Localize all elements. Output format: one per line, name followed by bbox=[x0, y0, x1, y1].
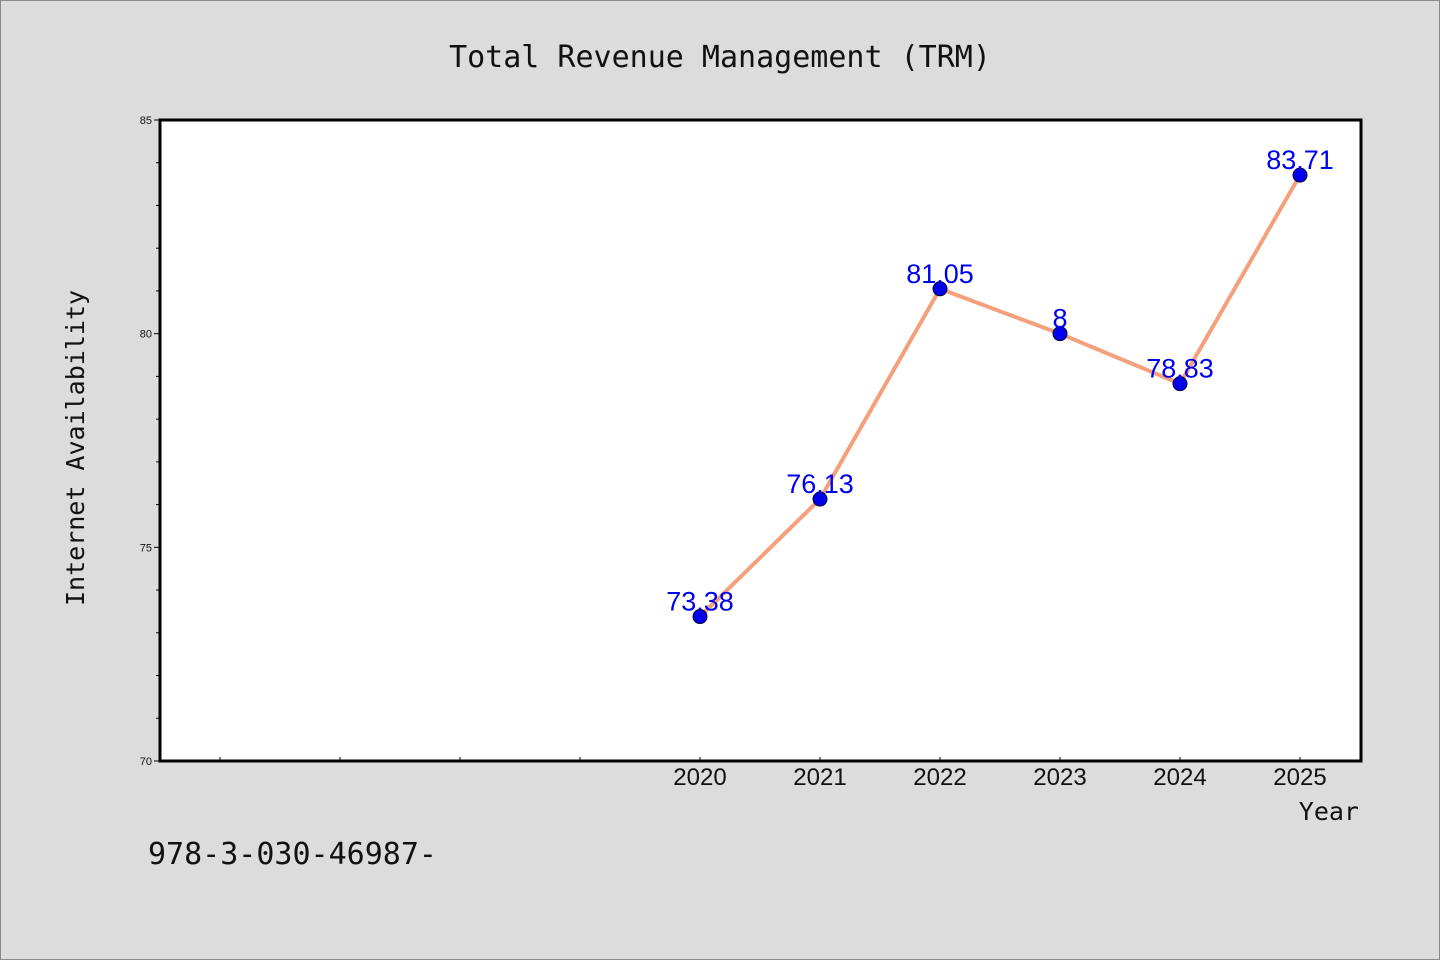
y-axis-label: Internet Availability bbox=[61, 290, 90, 606]
x-tick-label: 2023 bbox=[1033, 764, 1086, 791]
data-labels: 73.38 76.13 81.05 8 78.83 83.71 bbox=[666, 145, 1334, 616]
x-tick-label: 2024 bbox=[1153, 764, 1206, 791]
series-line bbox=[698, 174, 1302, 618]
series-markers bbox=[692, 167, 1308, 625]
data-label: 73.38 bbox=[666, 587, 734, 617]
data-label: 76.13 bbox=[786, 469, 854, 499]
data-label: 83.71 bbox=[1266, 145, 1334, 175]
x-tick-label: 2025 bbox=[1273, 764, 1326, 791]
chart-title: Total Revenue Management (TRM) bbox=[449, 40, 991, 75]
data-point bbox=[692, 609, 708, 625]
x-tick-label: 2022 bbox=[913, 764, 966, 791]
y-tick-label: 75 bbox=[140, 542, 152, 554]
x-axis: 2020 2021 2022 2023 2024 2025 bbox=[219, 757, 1327, 791]
y-tick-label: 70 bbox=[140, 756, 152, 768]
x-tick-label: 2020 bbox=[673, 764, 726, 791]
x-tick-label: 2021 bbox=[793, 764, 846, 791]
data-label: 78.83 bbox=[1146, 354, 1214, 384]
data-label: 81.05 bbox=[906, 259, 974, 289]
plot-area bbox=[158, 118, 1363, 763]
data-point bbox=[1292, 167, 1308, 183]
x-axis-label: Year bbox=[1299, 797, 1359, 826]
y-axis: 70 75 80 85 bbox=[140, 115, 160, 768]
data-point bbox=[812, 491, 828, 507]
y-tick-label: 85 bbox=[140, 115, 152, 127]
data-point bbox=[1172, 376, 1188, 392]
y-tick-label: 80 bbox=[140, 329, 152, 341]
footer-code: 978-3-030-46987- bbox=[148, 837, 437, 872]
data-label: 8 bbox=[1052, 304, 1067, 334]
data-point bbox=[1052, 326, 1068, 342]
data-point bbox=[932, 281, 948, 297]
